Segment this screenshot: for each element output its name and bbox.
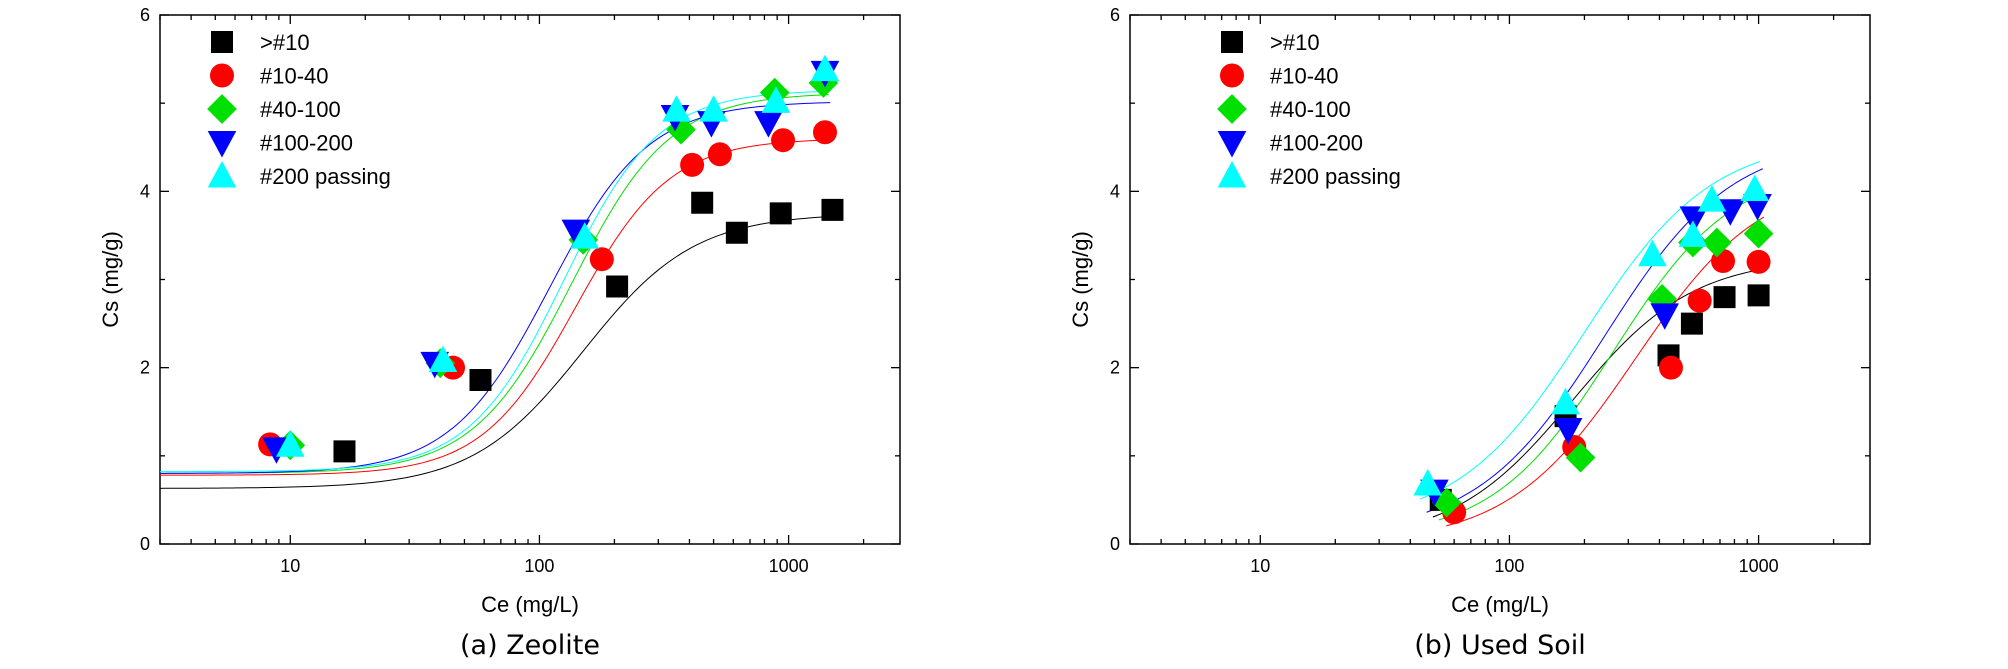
- data-point-10: [769, 202, 792, 225]
- data-point-40-100: [1702, 227, 1732, 258]
- plot-frame: [159, 14, 901, 545]
- data-point-10-40: [680, 152, 705, 177]
- data-point-40-100: [666, 114, 696, 145]
- data-point-10-40: [812, 120, 837, 145]
- data-point-200-passing: [1413, 469, 1443, 496]
- panel-caption: (b) Used Soil: [1414, 630, 1586, 661]
- fit-curve-10: [1432, 268, 1764, 518]
- data-point-200-passing: [1740, 174, 1770, 202]
- data-point-200-passing: [699, 95, 728, 122]
- data-point-10: [821, 198, 844, 221]
- data-point-10-40: [1687, 288, 1712, 313]
- fit-curve-200-passing: [1419, 161, 1761, 500]
- legend-label-40-100: #40-100: [1270, 97, 1351, 122]
- legend-label-100-200: #100-200: [1270, 131, 1363, 156]
- legend-label-10-40: #10-40: [1270, 64, 1339, 89]
- y-axis-title: Cs (mg/g): [1068, 231, 1093, 328]
- panel-zeolite: 10 100 1000 0 2 4 6 Ce (mg/L) Cs (mg/g) (a) Zeoli…: [98, 5, 901, 661]
- y-tick-label: 0: [1110, 534, 1120, 554]
- data-point-100-200: [1553, 417, 1583, 445]
- y-tick-label: 4: [140, 181, 150, 201]
- data-point-200-passing: [810, 54, 840, 82]
- x-tick-label: 10: [1250, 556, 1270, 576]
- data-point-40-100: [1743, 218, 1774, 249]
- y-tick-label: 2: [140, 358, 150, 378]
- x-axis-title: Ce (mg/L): [481, 592, 579, 617]
- legend-marker-200-passing: [207, 160, 237, 188]
- data-point-10-40: [1746, 249, 1771, 274]
- data-point-100-200: [1679, 206, 1709, 233]
- x-tick-label: 100: [1494, 556, 1524, 576]
- legend-label-10: >#10: [260, 30, 310, 55]
- legend-marker-10: [1221, 31, 1243, 53]
- x-axis-title: Ce (mg/L): [1451, 592, 1549, 617]
- data-point-200-passing: [1697, 185, 1727, 212]
- data-point-10: [469, 369, 492, 392]
- panel-caption: (a) Zeolite: [460, 630, 600, 661]
- fit-curve-200-passing: [160, 90, 831, 473]
- x-tick-label: 100: [524, 556, 554, 576]
- legend-label-40-100: #40-100: [260, 97, 341, 122]
- y-tick-label: 0: [140, 534, 150, 554]
- legend-label-200-passing: #200 passing: [1270, 164, 1401, 189]
- fit-curve-10-40: [1446, 216, 1765, 527]
- data-point-200-passing: [662, 95, 691, 122]
- legend-marker-200-passing: [1217, 160, 1247, 188]
- data-point-200-passing: [428, 345, 458, 373]
- data-point-10-40: [707, 142, 732, 167]
- fit-curve-100-200: [1426, 168, 1763, 513]
- legend-marker-10-40: [1220, 63, 1244, 88]
- legend-marker-40-100: [1217, 94, 1247, 124]
- x-tick-label: 1000: [1739, 556, 1779, 576]
- data-point-100-200: [754, 111, 783, 138]
- legend-marker-10: [211, 31, 233, 53]
- data-point-10: [725, 221, 748, 244]
- data-point-10: [1680, 312, 1703, 335]
- data-point-10-40: [589, 247, 614, 272]
- y-axis-title: Cs (mg/g): [98, 231, 123, 328]
- data-point-10-40: [771, 128, 796, 153]
- data-point-10: [1713, 286, 1736, 309]
- data-point-40-100: [1431, 487, 1462, 518]
- data-point-200-passing: [1638, 239, 1667, 267]
- data-point-200-passing: [761, 86, 791, 113]
- plot-frame: [1129, 14, 1871, 545]
- data-point-200-passing: [275, 430, 305, 457]
- y-tick-label: 6: [1110, 5, 1120, 25]
- y-tick-label: 6: [140, 5, 150, 25]
- legend-label-10: >#10: [1270, 30, 1320, 55]
- fit-curve-10: [160, 215, 838, 489]
- y-tick-label: 2: [1110, 358, 1120, 378]
- legend-label-10-40: #10-40: [260, 64, 329, 89]
- data-point-10: [1747, 284, 1770, 307]
- data-point-10: [691, 191, 714, 214]
- legend-label-100-200: #100-200: [260, 131, 353, 156]
- data-point-10: [606, 275, 629, 298]
- legend-marker-10-40: [210, 63, 234, 88]
- data-point-200-passing: [570, 222, 600, 249]
- x-tick-label: 10: [280, 556, 300, 576]
- legend-label-200-passing: #200 passing: [260, 164, 391, 189]
- legend-marker-100-200: [1217, 131, 1247, 158]
- data-point-10: [333, 440, 356, 463]
- data-point-100-200: [1650, 303, 1680, 330]
- legend-marker-40-100: [207, 94, 237, 124]
- legend-marker-100-200: [207, 131, 237, 158]
- x-tick-label: 1000: [769, 556, 809, 576]
- fit-curve-10-40: [160, 139, 831, 476]
- y-tick-label: 4: [1110, 181, 1120, 201]
- data-point-200-passing: [1678, 220, 1708, 247]
- panel-used-soil: 10 100 1000 0 2 4 6 Ce (mg/L) Cs (mg/g) (b) Used …: [1068, 5, 1871, 661]
- data-point-40-100: [1565, 442, 1596, 473]
- fit-curve-40-100: [1438, 192, 1765, 521]
- data-point-200-passing: [1551, 387, 1580, 415]
- data-point-10-40: [1658, 355, 1683, 380]
